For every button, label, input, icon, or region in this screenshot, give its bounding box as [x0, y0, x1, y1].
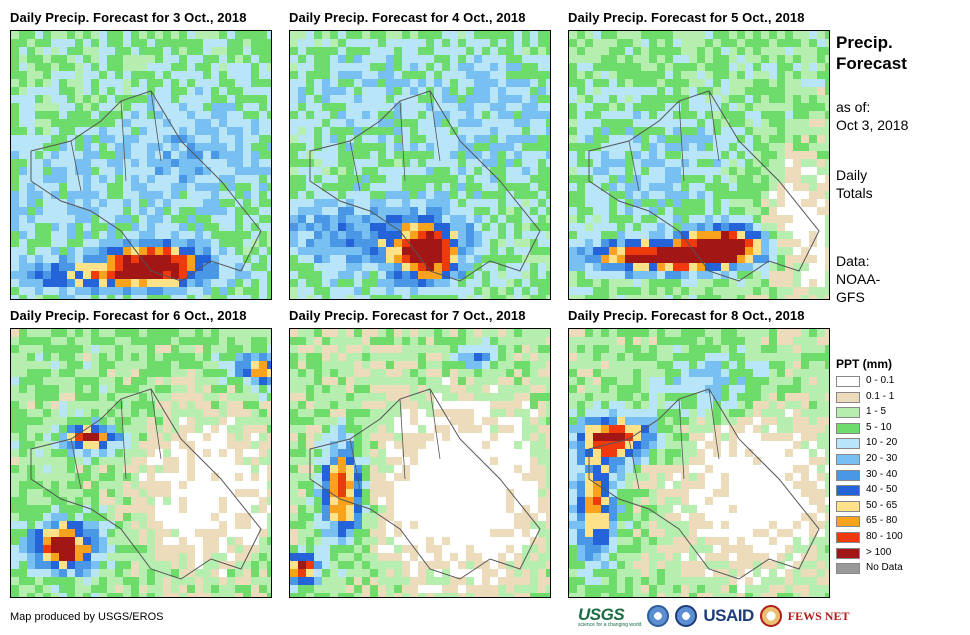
legend-label: 1 - 5	[866, 406, 887, 418]
precip-raster	[569, 31, 829, 299]
legend-swatch	[836, 547, 860, 559]
heading-line1: Precip.	[836, 33, 893, 52]
legend-swatch	[836, 516, 860, 528]
legend-swatch	[836, 531, 860, 543]
legend-label: 0.1 - 1	[866, 390, 895, 402]
legend-swatch	[836, 500, 860, 512]
legend-label: 20 - 30	[866, 452, 898, 464]
legend-swatch	[836, 485, 860, 497]
panel-title: Daily Precip. Forecast for 5 Oct., 2018	[568, 10, 805, 25]
legend-label: 30 - 40	[866, 468, 898, 480]
precip-raster	[569, 329, 829, 597]
map-credit: Map produced by USGS/EROS	[10, 611, 164, 623]
legend-swatch	[836, 469, 860, 481]
precip-raster	[11, 329, 271, 597]
legend-swatch	[836, 453, 860, 465]
fews-wordmark: FEWS NET	[787, 608, 850, 623]
panel-title: Daily Precip. Forecast for 6 Oct., 2018	[10, 308, 247, 323]
noaa-seal-icon	[647, 605, 670, 627]
precip-map-oct8	[568, 328, 830, 598]
asof-date: Oct 3, 2018	[836, 117, 909, 133]
asof-label: as of:	[836, 99, 871, 115]
usaid-seal-icon	[675, 605, 698, 627]
legend-label: 50 - 65	[866, 499, 898, 511]
legend-label: > 100	[866, 546, 892, 558]
legend-label: 40 - 50	[866, 484, 898, 496]
panel-title: Daily Precip. Forecast for 4 Oct., 2018	[289, 10, 526, 25]
precip-raster	[290, 31, 550, 299]
sidebar-asof: as of: Oct 3, 2018	[836, 98, 908, 134]
precip-raster	[11, 31, 271, 299]
data-line1: NOAA-	[836, 271, 881, 287]
sidebar-heading: Precip. Forecast	[836, 32, 907, 74]
usgs-logo: USGS science for a changing world	[578, 605, 641, 628]
precip-raster	[290, 329, 550, 597]
usaid-wordmark: USAID	[703, 606, 754, 625]
fews-seal-icon	[759, 605, 782, 627]
legend-title: PPT (mm)	[836, 357, 893, 371]
legend-swatch	[836, 438, 860, 450]
legend-label: 65 - 80	[866, 515, 898, 527]
legend-label: 10 - 20	[866, 437, 898, 449]
precip-map-oct5	[568, 30, 830, 300]
sidebar-totals: Daily Totals	[836, 166, 873, 202]
totals-line1: Daily	[836, 167, 868, 183]
legend-swatch	[836, 376, 860, 387]
sidebar-data-source: Data: NOAA- GFS	[836, 252, 880, 306]
legend-swatch	[836, 407, 860, 419]
panel-title: Daily Precip. Forecast for 3 Oct., 2018	[10, 10, 247, 25]
panel-title: Daily Precip. Forecast for 7 Oct., 2018	[289, 308, 526, 323]
precip-map-oct3	[10, 30, 272, 300]
legend-swatch	[836, 422, 860, 434]
heading-line2: Forecast	[836, 54, 907, 73]
legend-swatch	[836, 391, 860, 403]
legend-label: 0 - 0.1	[866, 375, 895, 386]
panel-title: Daily Precip. Forecast for 8 Oct., 2018	[568, 308, 805, 323]
usgs-tagline: science for a changing world	[578, 621, 642, 628]
legend-label: 5 - 10	[866, 421, 892, 433]
agency-logos: USGS science for a changing world USAID …	[578, 603, 849, 629]
legend-swatch	[836, 563, 860, 575]
legend-label: No Data	[866, 562, 903, 574]
legend-label: 80 - 100	[866, 530, 903, 542]
usgs-wordmark: USGS	[578, 604, 625, 624]
precip-map-oct7	[289, 328, 551, 598]
data-label: Data:	[836, 253, 870, 269]
precip-map-oct4	[289, 30, 551, 300]
totals-line2: Totals	[836, 185, 873, 201]
data-line2: GFS	[836, 289, 865, 305]
precip-map-oct6	[10, 328, 272, 598]
